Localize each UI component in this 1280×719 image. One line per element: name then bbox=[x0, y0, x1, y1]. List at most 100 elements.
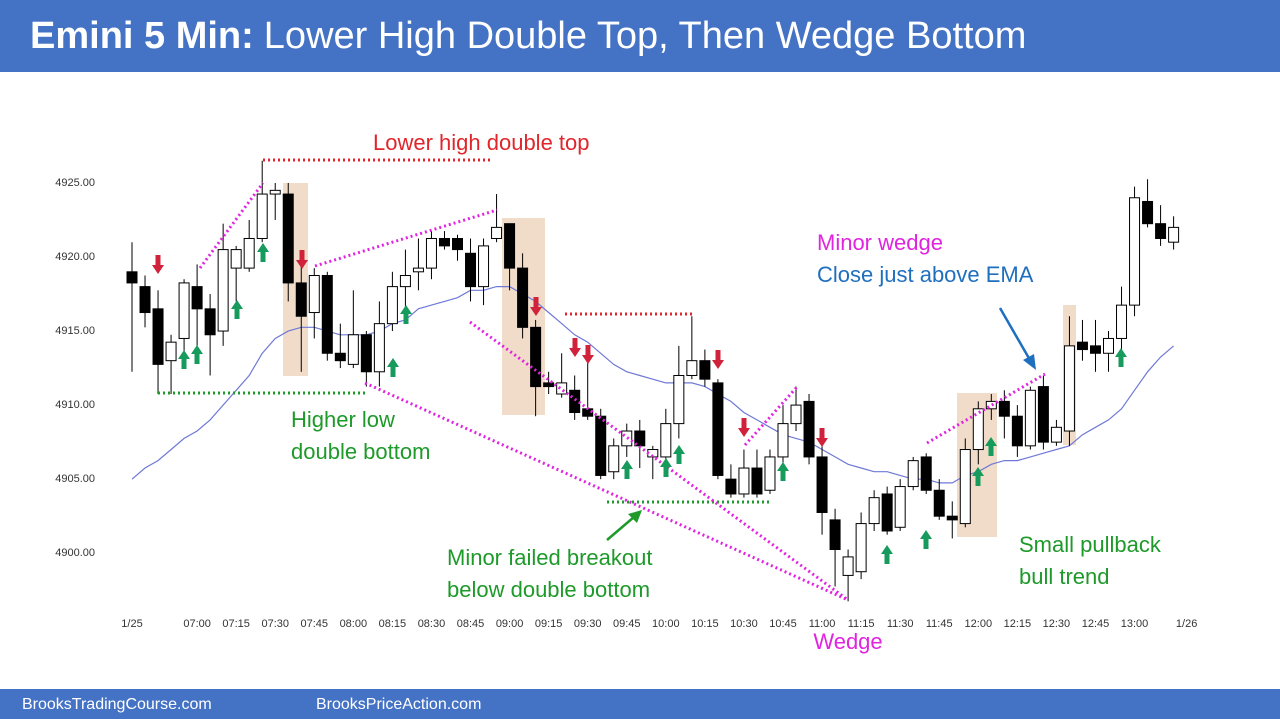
trend-line bbox=[469, 320, 849, 602]
candle-body bbox=[881, 493, 893, 532]
trend-line bbox=[364, 381, 849, 602]
candle-body bbox=[660, 423, 672, 458]
candle-body bbox=[1155, 223, 1167, 239]
candle-body bbox=[777, 423, 789, 458]
candle-body bbox=[282, 193, 294, 284]
candle-body bbox=[1063, 345, 1075, 432]
buy-arrow bbox=[920, 530, 932, 549]
candle-body bbox=[321, 275, 333, 354]
candle-body bbox=[308, 275, 320, 314]
pointer-arrow-head bbox=[1023, 354, 1036, 370]
candle-body bbox=[230, 249, 242, 269]
buy-arrow bbox=[621, 460, 633, 479]
annotation: double bottom bbox=[291, 439, 430, 464]
candle-body bbox=[491, 226, 503, 239]
x-tick-label: 11:00 bbox=[809, 618, 836, 630]
candle-body bbox=[842, 556, 854, 576]
candle-body bbox=[699, 360, 711, 380]
candle-body bbox=[334, 352, 346, 362]
buy-arrow bbox=[985, 437, 997, 456]
buy-arrow bbox=[972, 467, 984, 486]
annotation: Close just above EMA bbox=[817, 262, 1034, 287]
candle-body bbox=[452, 237, 463, 251]
candle-body bbox=[438, 237, 450, 247]
candle-body bbox=[790, 404, 802, 425]
candle-body bbox=[556, 382, 568, 395]
x-tick-label: 10:15 bbox=[691, 618, 719, 630]
candle-body bbox=[1024, 389, 1036, 447]
candle-body bbox=[829, 519, 841, 551]
sell-arrow bbox=[569, 338, 581, 357]
buy-arrow bbox=[1115, 348, 1127, 367]
candle-body bbox=[595, 415, 607, 476]
candle-body bbox=[1050, 426, 1062, 443]
y-tick-label: 4920.00 bbox=[55, 251, 95, 263]
footer-bar bbox=[0, 689, 1280, 719]
candle-body bbox=[907, 460, 919, 488]
y-tick-label: 4915.00 bbox=[55, 325, 95, 337]
candle-body bbox=[126, 271, 138, 284]
candle-body bbox=[738, 467, 750, 495]
pointer-arrow bbox=[606, 516, 635, 541]
candle-body bbox=[412, 267, 424, 273]
x-tick-label: 08:45 bbox=[457, 618, 485, 630]
candle-body bbox=[1076, 341, 1088, 351]
footer-link: BrooksPriceAction.com bbox=[316, 696, 481, 713]
ema-line bbox=[131, 286, 1174, 484]
title-text: Lower High Double Top, Then Wedge Bottom bbox=[264, 15, 1027, 57]
x-tick-label: 10:45 bbox=[769, 618, 797, 630]
sell-arrow bbox=[712, 350, 724, 369]
candle-body bbox=[517, 267, 529, 328]
candle-body bbox=[217, 249, 229, 332]
y-tick-label: 4925.00 bbox=[55, 177, 95, 189]
candle-body bbox=[946, 515, 958, 521]
buy-arrow bbox=[777, 462, 789, 481]
highlight-boxes bbox=[283, 183, 1076, 537]
buy-arrow bbox=[257, 243, 269, 262]
chart-title: Emini 5 Min: Lower High Double Top, Then … bbox=[30, 15, 1026, 57]
pointer-arrow bbox=[998, 307, 1032, 361]
x-tick-label: 11:45 bbox=[926, 618, 953, 630]
x-tick-label: 12:15 bbox=[1004, 618, 1032, 630]
candle-body bbox=[256, 193, 268, 239]
candle-body bbox=[152, 308, 164, 365]
candle-body bbox=[1129, 197, 1141, 306]
candle-body bbox=[920, 456, 932, 491]
candle-body bbox=[465, 252, 477, 288]
candle-body bbox=[673, 374, 685, 425]
footer-link: BrooksTradingCourse.com bbox=[22, 696, 212, 713]
candle-body bbox=[751, 467, 763, 495]
buy-arrow bbox=[387, 358, 399, 377]
signal-arrows bbox=[152, 243, 1127, 564]
x-tick-label: 07:30 bbox=[261, 618, 289, 630]
candle-body bbox=[530, 326, 542, 388]
annotation: bull trend bbox=[1019, 564, 1110, 589]
y-tick-label: 4905.00 bbox=[55, 473, 95, 485]
candle-body bbox=[998, 400, 1010, 417]
sell-arrow bbox=[816, 428, 828, 447]
candle-body bbox=[1089, 345, 1101, 354]
candle-body bbox=[399, 275, 411, 288]
candle-body bbox=[504, 223, 516, 269]
x-tick-label: 09:45 bbox=[613, 618, 641, 630]
sell-arrow bbox=[152, 255, 164, 274]
annotation: Minor wedge bbox=[817, 230, 943, 255]
annotation: Minor failed breakout bbox=[447, 545, 652, 570]
candle-body bbox=[803, 400, 815, 458]
candle-body bbox=[1116, 304, 1128, 339]
candle-body bbox=[373, 323, 385, 373]
sell-arrow bbox=[582, 345, 594, 364]
x-tick-label: 08:15 bbox=[379, 618, 407, 630]
candle-body bbox=[972, 408, 984, 451]
buy-arrow bbox=[191, 345, 203, 364]
candle-body bbox=[894, 486, 906, 528]
pointer-arrows bbox=[606, 307, 1036, 541]
candle-body bbox=[425, 237, 437, 269]
annotation: Lower high double top bbox=[373, 130, 590, 155]
candle-body bbox=[178, 282, 190, 339]
annotation: below double bottom bbox=[447, 577, 650, 602]
candle-body bbox=[959, 449, 971, 525]
x-tick-label: 09:15 bbox=[535, 618, 563, 630]
candle-body bbox=[1142, 200, 1154, 225]
